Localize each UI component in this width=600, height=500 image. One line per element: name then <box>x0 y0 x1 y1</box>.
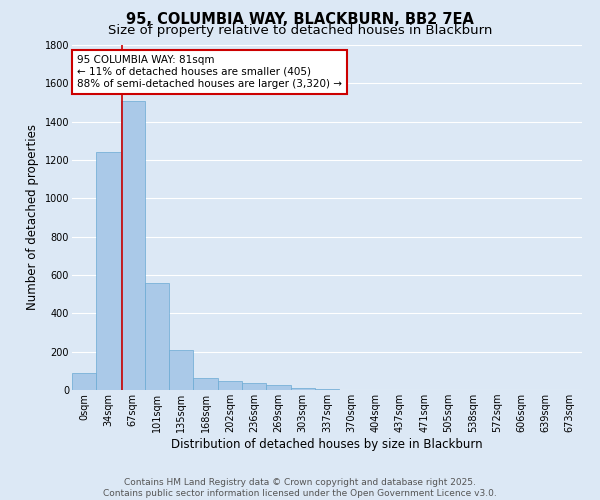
Bar <box>193 378 218 390</box>
Text: Size of property relative to detached houses in Blackburn: Size of property relative to detached ho… <box>108 24 492 37</box>
Bar <box>145 282 169 390</box>
Text: Contains HM Land Registry data © Crown copyright and database right 2025.
Contai: Contains HM Land Registry data © Crown c… <box>103 478 497 498</box>
Bar <box>121 100 145 390</box>
Text: 95, COLUMBIA WAY, BLACKBURN, BB2 7EA: 95, COLUMBIA WAY, BLACKBURN, BB2 7EA <box>126 12 474 28</box>
Bar <box>72 373 96 390</box>
Bar <box>96 152 121 390</box>
Bar <box>169 350 193 390</box>
Bar <box>218 382 242 390</box>
Bar <box>266 384 290 390</box>
Bar <box>290 388 315 390</box>
Bar <box>315 389 339 390</box>
X-axis label: Distribution of detached houses by size in Blackburn: Distribution of detached houses by size … <box>171 438 483 451</box>
Y-axis label: Number of detached properties: Number of detached properties <box>26 124 39 310</box>
Bar <box>242 384 266 390</box>
Text: 95 COLUMBIA WAY: 81sqm
← 11% of detached houses are smaller (405)
88% of semi-de: 95 COLUMBIA WAY: 81sqm ← 11% of detached… <box>77 56 342 88</box>
